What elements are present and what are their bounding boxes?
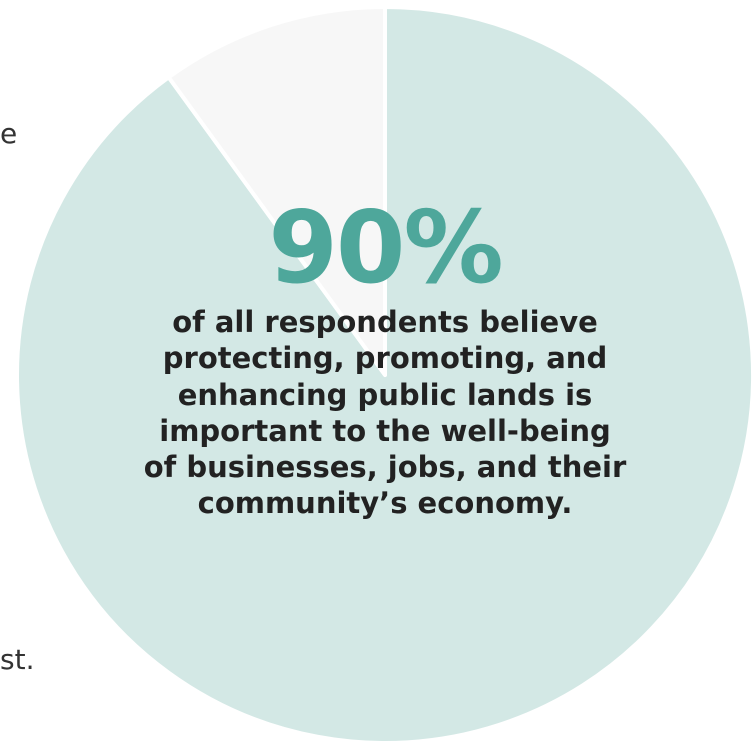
cropped-text-fragment: st. (0, 643, 35, 676)
caption-line: enhancing public lands is (177, 377, 593, 412)
caption-line: community’s economy. (197, 486, 573, 521)
pie-slice-1 (166, 5, 387, 377)
caption-line: of businesses, jobs, and their (143, 450, 627, 484)
caption-line: important to the well-being (159, 413, 611, 448)
stat-value: 90% (268, 189, 503, 306)
caption-line: of all respondents believe (172, 305, 598, 339)
caption-line: protecting, promoting, and (162, 341, 608, 376)
stat-caption: of all respondents believe protecting, p… (85, 304, 685, 522)
cropped-text-fragment: e (0, 117, 18, 150)
pie-slice-0 (15, 5, 754, 742)
stat-callout: 90% of all respondents believe protectin… (85, 195, 685, 522)
